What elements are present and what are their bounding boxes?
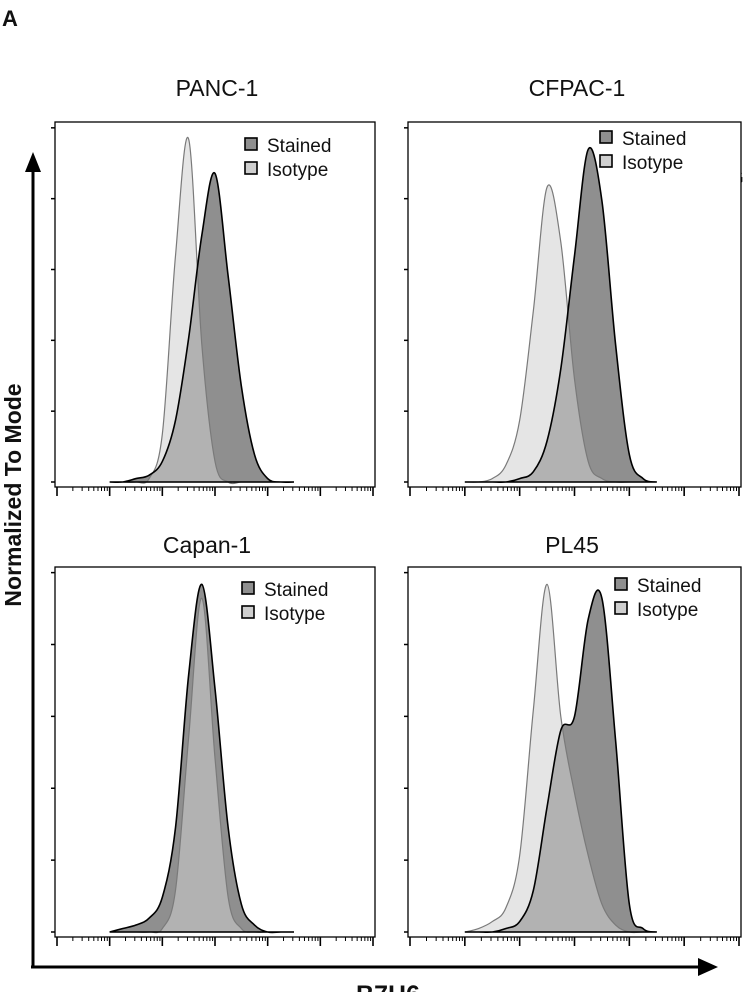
legend: Stained Isotype	[244, 136, 331, 181]
y-axis-arrowhead	[25, 152, 41, 172]
stained-outline	[109, 583, 294, 934]
panel-cfpac-1: CFPAC-1 Stained Isotype	[404, 75, 742, 496]
x-axis-arrowhead	[698, 958, 718, 976]
legend-swatch-stained	[244, 137, 258, 151]
panel-title: Capan-1	[163, 532, 251, 558]
stained-outline	[464, 589, 657, 934]
legend-swatch-isotype	[599, 154, 613, 168]
legend-label-stained: Stained	[622, 129, 686, 150]
y-axis-label: Normalized To Mode	[0, 383, 26, 606]
legend-label-isotype: Isotype	[264, 604, 325, 625]
panel-pl45: PL45 Stained Isotype	[404, 532, 742, 946]
stained-histogram	[109, 172, 295, 483]
stained-outline	[464, 146, 657, 484]
legend-label-stained: Stained	[267, 136, 331, 157]
legend-label-stained: Stained	[637, 576, 701, 597]
stained-outline	[109, 172, 295, 484]
panel-capan-1: Capan-1 Stained Isotype	[51, 532, 376, 946]
legend-swatch-isotype	[244, 161, 258, 175]
isotype-histogram	[464, 583, 657, 934]
panel-panc-1: PANC-1 Stained Isotype	[51, 75, 376, 496]
legend-label-isotype: Isotype	[622, 153, 683, 174]
legend-swatch-isotype	[614, 601, 628, 615]
legend-swatch-isotype	[241, 605, 255, 619]
legend-label-stained: Stained	[264, 580, 328, 601]
legend-swatch-stained	[241, 581, 255, 595]
legend: Stained Isotype	[614, 576, 701, 621]
legend-swatch-stained	[599, 130, 613, 144]
legend-label-isotype: Isotype	[637, 600, 698, 621]
panel-title: PL45	[545, 532, 599, 558]
stained-histogram	[464, 147, 657, 483]
x-axis-label: B7H6	[356, 981, 420, 992]
panel-title: PANC-1	[176, 75, 259, 101]
figure-label: A	[2, 6, 18, 31]
legend-swatch-stained	[614, 577, 628, 591]
legend: Stained Isotype	[241, 580, 328, 625]
legend-label-isotype: Isotype	[267, 160, 328, 181]
panel-title: CFPAC-1	[529, 75, 626, 101]
legend: Stained Isotype	[599, 129, 686, 174]
